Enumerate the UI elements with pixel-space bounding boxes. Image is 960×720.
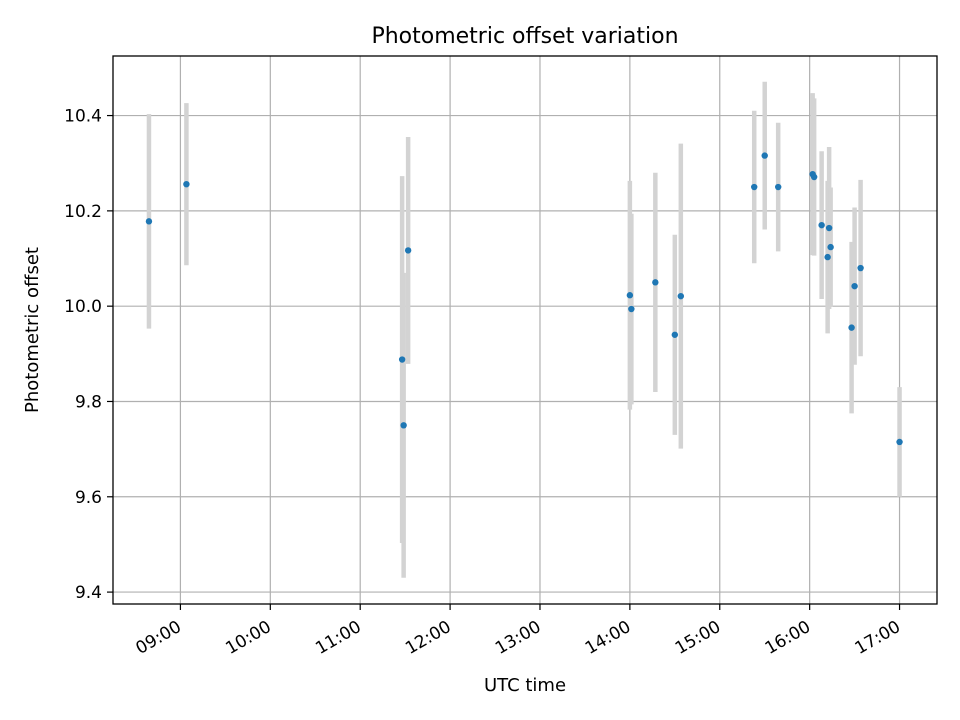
data-point	[404, 247, 412, 254]
y-tick-label: 9.4	[75, 583, 102, 603]
y-tick-label: 10.0	[64, 297, 102, 317]
data-point	[827, 243, 834, 251]
data-point	[851, 282, 858, 290]
data-point	[400, 422, 407, 429]
data-point	[628, 305, 635, 313]
data-point	[825, 224, 833, 232]
x-axis-label: UTC time	[484, 675, 566, 696]
data-point	[183, 180, 190, 188]
y-tick-label: 9.8	[75, 392, 102, 412]
data-point	[398, 356, 406, 363]
data-point	[671, 331, 679, 338]
y-tick-label: 10.4	[64, 107, 102, 127]
grid	[113, 56, 937, 604]
data-point	[677, 292, 685, 300]
data-point	[896, 438, 903, 446]
y-tick-label: 10.2	[64, 202, 102, 222]
y-axis-ticks: 9.4 9.6 9.8 10.0 10.2 10.4	[64, 107, 113, 603]
data-points	[145, 152, 903, 446]
data-point	[818, 221, 825, 229]
data-point	[810, 173, 818, 181]
data-point	[848, 324, 855, 331]
plot-frame	[112, 55, 938, 605]
chart-title: Photometric offset variation	[371, 24, 678, 49]
y-tick-label: 9.6	[75, 488, 102, 508]
data-point	[145, 218, 153, 225]
data-point	[751, 183, 758, 191]
y-axis-label: Photometric offset	[22, 247, 43, 413]
data-point	[857, 264, 864, 272]
data-point	[824, 253, 831, 261]
data-point	[761, 152, 768, 159]
data-point	[774, 183, 782, 191]
data-point	[626, 292, 634, 299]
data-point	[652, 279, 659, 286]
